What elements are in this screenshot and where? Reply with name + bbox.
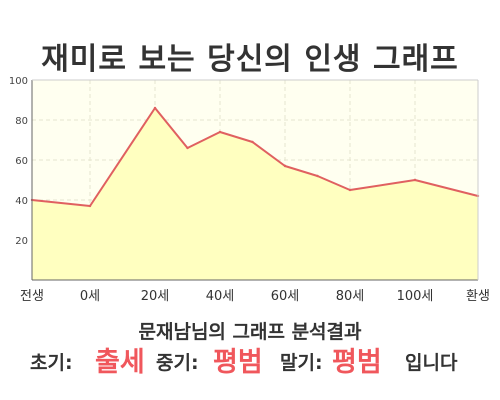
data-point <box>186 146 189 150</box>
data-point <box>283 164 287 168</box>
data-point <box>88 204 92 208</box>
x-tick-label: 0세 <box>80 289 100 304</box>
data-point <box>348 188 352 192</box>
x-tick-label: 전생 <box>20 289 44 304</box>
late-label: 말기: <box>280 352 323 374</box>
data-point <box>316 174 319 178</box>
area-fill <box>32 108 478 280</box>
result-summary: 초기: 출세 중기: 평범 말기: 평범 입니다 <box>0 345 500 381</box>
early-label: 초기: <box>30 352 73 374</box>
y-tick-label: 100 <box>9 76 28 87</box>
mid-value: 평범 <box>213 347 263 378</box>
data-point <box>413 178 417 182</box>
data-point <box>218 130 222 134</box>
life-chart: 20 40 60 80 100 전생 0세 20세 40세 60세 80세 100세 환생 <box>9 76 490 304</box>
mid-label: 중기: <box>156 352 199 374</box>
data-point <box>153 106 157 110</box>
early-value: 출세 <box>95 347 145 378</box>
page-title: 재미로 보는 당신의 인생 그래프 <box>41 42 459 77</box>
x-tick-label: 40세 <box>206 289 235 304</box>
x-tick-label: 60세 <box>271 289 300 304</box>
closing-text: 입니다 <box>405 352 458 374</box>
y-tick-label: 20 <box>15 236 28 247</box>
x-tick-label: 80세 <box>336 289 365 304</box>
x-tick-label: 환생 <box>466 289 490 304</box>
x-tick-label: 100세 <box>397 289 434 304</box>
late-value: 평범 <box>332 347 382 378</box>
y-tick-label: 60 <box>15 156 28 167</box>
x-tick-label: 20세 <box>141 289 170 304</box>
y-tick-label: 40 <box>15 196 28 207</box>
data-point <box>251 140 254 144</box>
result-heading: 문재남님의 그래프 분석결과 <box>138 321 362 343</box>
y-tick-label: 80 <box>15 116 28 127</box>
